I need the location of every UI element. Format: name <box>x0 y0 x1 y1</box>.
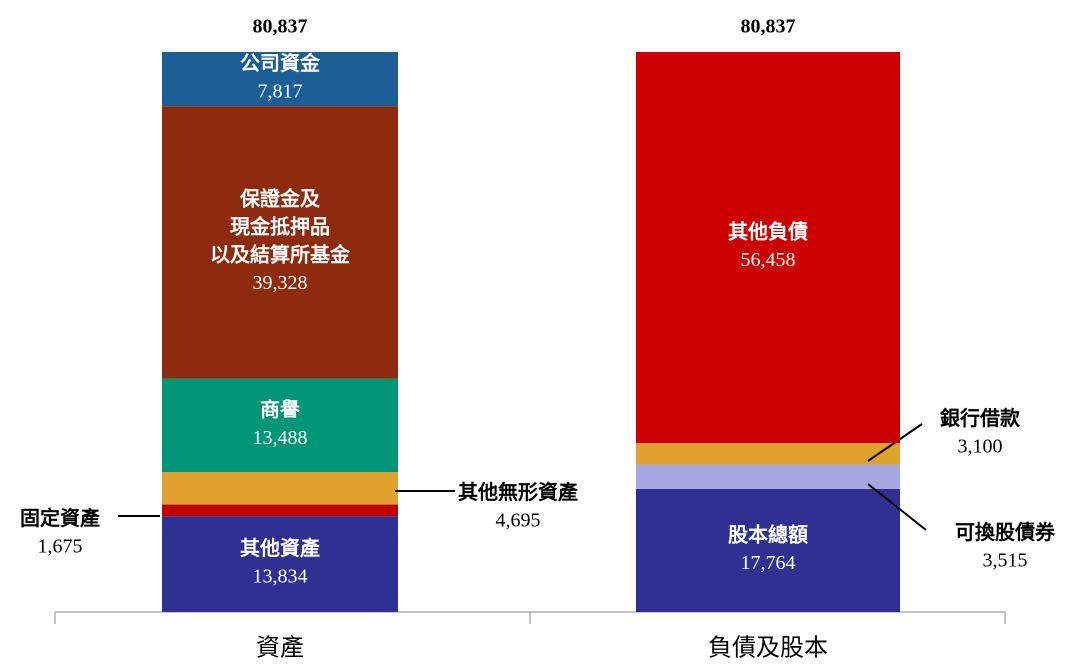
segment-value: 17,764 <box>741 552 796 574</box>
segment-label: 公司資金 <box>240 51 321 75</box>
segment-label: 其他資產 <box>240 536 320 560</box>
segment-value: 4,695 <box>496 510 541 532</box>
bar-segment <box>636 52 900 444</box>
segment-label: 銀行借款 <box>940 406 1021 430</box>
bar-segment <box>162 504 398 517</box>
segment-label: 其他無形資產 <box>458 480 578 504</box>
category-label: 資產 <box>256 635 304 662</box>
segment-value: 56,458 <box>741 249 796 271</box>
bar-segment <box>162 378 398 473</box>
segment-label: 可換股債券 <box>955 520 1056 544</box>
bar-segment <box>636 443 900 465</box>
total-label: 80,837 <box>741 16 796 38</box>
segment-value: 3,515 <box>983 550 1028 572</box>
bar-segment <box>636 488 900 612</box>
segment-value: 39,328 <box>253 272 308 294</box>
segment-label: 商譽 <box>260 397 301 421</box>
bar-segment <box>162 472 398 505</box>
total-label: 80,837 <box>253 16 308 38</box>
segment-label: 其他負債 <box>728 219 808 243</box>
segment-value: 13,488 <box>253 427 308 449</box>
segment-value: 3,100 <box>958 436 1003 458</box>
bar-segment <box>162 516 398 612</box>
bar-segment <box>162 106 398 379</box>
segment-value: 13,834 <box>253 566 308 588</box>
category-label: 負債及股本 <box>708 635 828 662</box>
segment-value: 7,817 <box>258 81 303 103</box>
segment-label: 固定資產 <box>20 506 100 530</box>
leader-line <box>867 483 927 531</box>
segment-label: 保證金及現金抵押品以及結算所基金 <box>210 186 351 266</box>
bar-segment <box>162 52 398 107</box>
bar-segment <box>636 464 900 489</box>
segment-label: 股本總額 <box>728 522 808 546</box>
segment-value: 1,675 <box>38 536 83 558</box>
